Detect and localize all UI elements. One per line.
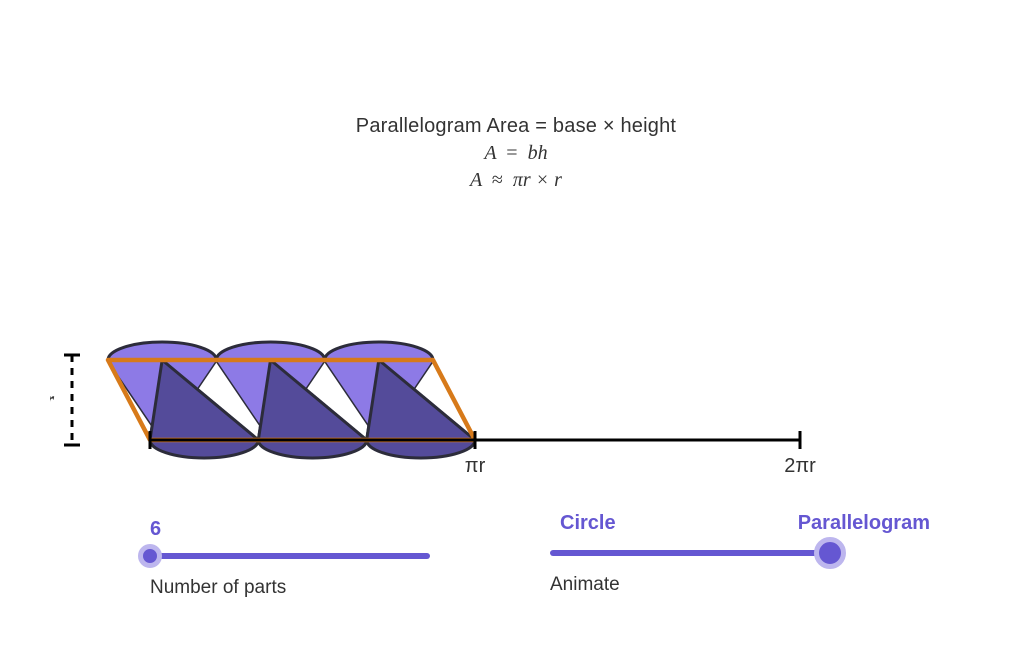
parts-caption: Number of parts <box>150 577 450 599</box>
diagram: πr 2πr r <box>50 300 990 500</box>
parts-track[interactable] <box>150 553 430 559</box>
parts-knob[interactable] <box>138 544 162 568</box>
slider-animate[interactable]: Circle Parallelogram Animate <box>550 518 870 596</box>
animate-caption: Animate <box>550 574 870 596</box>
formula-line-3: A ≈ πr × r <box>0 169 1032 192</box>
formula-line-2: A = bh <box>0 142 1032 165</box>
formula-1-right: base × height <box>553 115 676 137</box>
formula-1-left: Parallelogram Area <box>356 115 530 137</box>
svg-text:πr: πr <box>465 455 486 477</box>
svg-text:r: r <box>50 389 54 411</box>
svg-text:2πr: 2πr <box>784 455 816 477</box>
animate-track[interactable] <box>550 550 830 556</box>
formula-block: Parallelogram Area = base × height A = b… <box>0 115 1032 192</box>
formula-2-eq: = <box>501 142 522 164</box>
formula-2-rhs: bh <box>528 142 548 164</box>
parts-value: 6 <box>150 518 450 541</box>
animate-right-label: Parallelogram <box>798 512 930 535</box>
formula-3-A: A <box>470 169 482 191</box>
animate-left-label: Circle <box>560 512 616 535</box>
formula-3-rhs: πr × r <box>513 169 562 191</box>
slider-number-of-parts[interactable]: 6 Number of parts <box>150 518 450 599</box>
formula-3-approx: ≈ <box>487 169 508 191</box>
controls: 6 Number of parts Circle Parallelogram A… <box>150 518 930 618</box>
diagram-svg: πr 2πr r <box>50 300 990 500</box>
formula-line-1: Parallelogram Area = base × height <box>0 115 1032 138</box>
animate-knob[interactable] <box>814 537 846 569</box>
formula-2-A: A <box>484 142 496 164</box>
formula-1-eq: = <box>535 115 547 137</box>
